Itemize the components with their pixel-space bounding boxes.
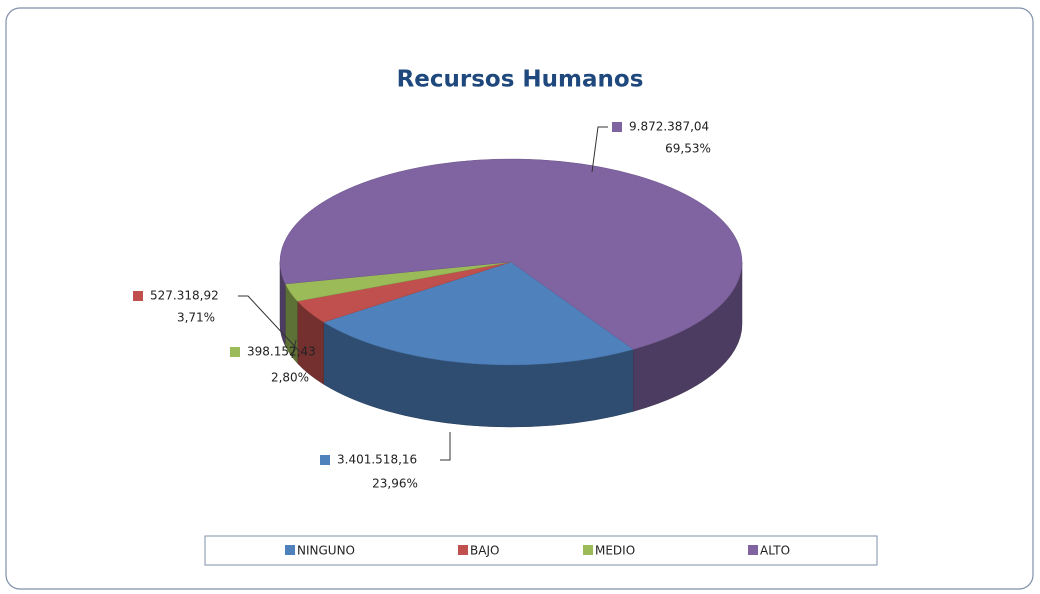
legend: NINGUNO BAJO MEDIO ALTO [285,544,790,558]
value-label: 3.401.518,16 [337,453,417,467]
legend-label: BAJO [470,544,499,558]
label-swatch [230,347,240,357]
legend-label: MEDIO [595,544,635,558]
legend-label: NINGUNO [297,544,355,558]
slice [322,261,634,366]
percent-label: 2,80% [271,371,309,385]
percent-label: 69,53% [665,142,711,156]
data-labels: 3.401.518,16 23,96% 527.318,92 3,71% 398.152… [133,120,711,491]
label-swatch [320,455,330,465]
label-swatch [612,122,622,132]
legend-swatch [748,545,758,555]
percent-label: 23,96% [372,477,418,491]
leader-line [440,432,451,461]
legend-label: ALTO [760,544,790,558]
legend-swatch [458,545,468,555]
percent-label: 3,71% [177,311,215,325]
slice [279,158,743,350]
legend-swatch [285,545,295,555]
legend-box [204,535,878,566]
chart-title: Recursos Humanos [397,67,644,93]
value-label: 527.318,92 [150,289,219,303]
pie [279,158,743,428]
value-label: 9.872.387,04 [629,120,709,134]
leader-line [591,126,608,173]
legend-swatch [583,545,593,555]
label-swatch [133,291,143,301]
leader-line [291,339,297,359]
leader-line [238,295,301,353]
value-label: 398.152,43 [247,345,316,359]
